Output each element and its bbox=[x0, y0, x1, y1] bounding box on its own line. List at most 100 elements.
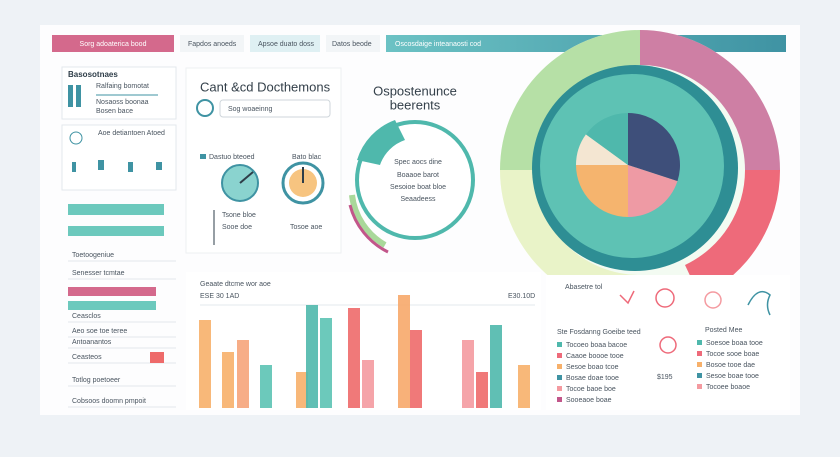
chart-title: Geaate dtcme wor aoe bbox=[200, 281, 271, 288]
icons bbox=[72, 160, 162, 172]
panel bbox=[61, 124, 177, 191]
search-box[interactable] bbox=[219, 99, 331, 118]
illustration bbox=[704, 290, 771, 316]
search-text: Sog woaeinng bbox=[228, 106, 272, 113]
legend-swatch bbox=[697, 384, 702, 389]
legend-item: Tocoe sooe boae bbox=[706, 351, 759, 358]
legend-swatch bbox=[557, 342, 562, 347]
ring-segment bbox=[349, 194, 387, 248]
legend-swatch bbox=[697, 362, 702, 367]
legend-swatch bbox=[697, 340, 702, 345]
row-label: Toetoogeniue bbox=[72, 252, 114, 259]
ring-text: Spec aocs dine bbox=[394, 159, 442, 166]
note: Tosoe aoe bbox=[290, 224, 322, 231]
icon bbox=[76, 85, 81, 107]
icon bbox=[68, 85, 73, 107]
note: Tsone bloe bbox=[222, 212, 256, 219]
legend-item: Sooeaoe boae bbox=[566, 397, 612, 404]
legend-swatch bbox=[557, 375, 562, 380]
chart-note: E30.10D bbox=[508, 293, 535, 300]
icon bbox=[196, 99, 214, 117]
progress bbox=[68, 301, 156, 310]
legend-swatch bbox=[557, 353, 562, 358]
legend-swatch bbox=[697, 373, 702, 378]
bar bbox=[410, 330, 422, 408]
legend-item: Tocoeo boaa bacoe bbox=[566, 342, 627, 349]
legend-subtitle: Ste Fosdanng Goeibe teed bbox=[557, 329, 641, 336]
ring-title: Ospostenunce bbox=[373, 83, 457, 98]
pie-ring bbox=[685, 170, 781, 297]
tab[interactable] bbox=[326, 35, 380, 52]
bar bbox=[306, 305, 318, 408]
illustration bbox=[619, 288, 677, 354]
tab-label: Datos beode bbox=[332, 41, 372, 48]
needle bbox=[239, 171, 254, 184]
pie-ring bbox=[640, 30, 780, 170]
legend-item: Bosoe tooe dae bbox=[706, 362, 755, 369]
progress bbox=[68, 287, 156, 296]
gauge-label: Bato blac bbox=[292, 154, 322, 161]
legend-item: Bosae doae tooe bbox=[566, 375, 619, 382]
progress bbox=[68, 226, 164, 236]
row-label: Senesser tcmtae bbox=[72, 270, 125, 277]
bar bbox=[490, 325, 502, 408]
legend-item: Sesoe boao tcoe bbox=[566, 364, 619, 371]
legend-item: Caaoe boooe tooe bbox=[566, 353, 624, 360]
legend-title: Abasetre tol bbox=[565, 284, 603, 291]
bar bbox=[518, 365, 530, 408]
row-label: Ceasclos bbox=[72, 313, 101, 320]
progress bbox=[68, 204, 164, 215]
legend-item: Tocoee boaoe bbox=[706, 384, 750, 391]
row-label: Totlog poetoeer bbox=[72, 377, 121, 384]
bar bbox=[348, 308, 360, 408]
legend-swatch bbox=[557, 386, 562, 391]
pie-slice bbox=[628, 112, 681, 182]
legend-note: $195 bbox=[657, 374, 673, 381]
tab-label: Apsoe duato doss bbox=[258, 41, 315, 48]
pie-slice bbox=[576, 134, 628, 165]
item: Bosen bace bbox=[96, 108, 133, 115]
bar bbox=[476, 372, 488, 408]
tab[interactable] bbox=[250, 35, 320, 52]
ring-text: Boaaoe barot bbox=[397, 172, 439, 179]
tab[interactable] bbox=[52, 35, 174, 52]
bar bbox=[462, 340, 474, 408]
row-label: Ceasteos bbox=[72, 354, 102, 361]
bar bbox=[320, 318, 332, 408]
bar bbox=[260, 365, 272, 408]
legend-swatch bbox=[557, 364, 562, 369]
pie-ring bbox=[500, 30, 640, 170]
legend-item: Tocoe baoe boe bbox=[566, 386, 616, 393]
ring-title: beerents bbox=[390, 97, 441, 112]
pie-slice bbox=[576, 165, 628, 217]
legend-item: Sesoe boae tooe bbox=[706, 373, 759, 380]
item: Nosaoss boonaa bbox=[96, 99, 149, 106]
panel-heading: Basosotnaes bbox=[68, 70, 118, 79]
bar bbox=[362, 360, 374, 408]
ring-text: Sesoioe boat bloe bbox=[390, 184, 446, 191]
panel bbox=[185, 67, 342, 254]
row-label: Cobsoos doomn pmpoit bbox=[72, 398, 146, 405]
row-label: Aeo soe toe teree bbox=[72, 328, 127, 335]
ring-segment bbox=[348, 204, 389, 254]
row-label: Antoanantos bbox=[72, 339, 112, 346]
bar bbox=[398, 295, 410, 408]
progress bbox=[150, 352, 164, 363]
pie-slice bbox=[628, 165, 678, 217]
panel-title: Cant &cd Docthemons bbox=[200, 79, 331, 94]
icon bbox=[69, 131, 83, 145]
tab[interactable] bbox=[180, 35, 244, 52]
bar bbox=[296, 372, 308, 408]
legend-item: Soesoe boaa tooe bbox=[706, 340, 763, 347]
chart-note: ESE 30 1AD bbox=[200, 293, 239, 300]
panel bbox=[546, 275, 790, 410]
tab-label: Sorg adoaterica bood bbox=[80, 41, 147, 48]
gauge-label: Dastuo bteoed bbox=[209, 154, 255, 161]
tab-label: Oscosdaige inteanaosti cod bbox=[395, 41, 481, 48]
legend-swatch bbox=[697, 351, 702, 356]
legend-title: Posted Mee bbox=[705, 327, 742, 334]
bar bbox=[237, 340, 249, 408]
ring-segment bbox=[357, 120, 405, 165]
panel-heading: Aoe detiantoen Atoed bbox=[98, 130, 165, 137]
